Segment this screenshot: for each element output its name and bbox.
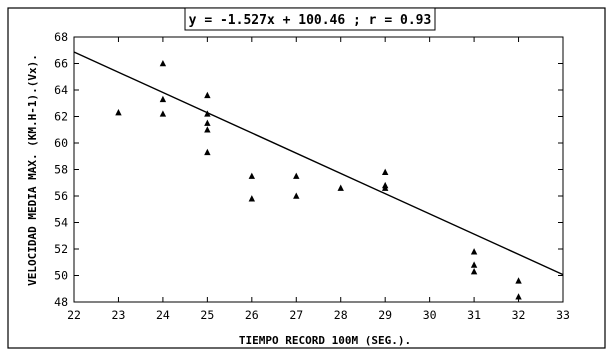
chart-title: y = -1.527x + 100.46 ; r = 0.93 [189,13,432,28]
data-point-triangle [248,195,256,202]
x-tick-label: 30 [423,308,437,322]
data-point-triangle [204,126,211,133]
data-point-triangle [337,184,344,191]
y-tick-label: 68 [54,30,68,44]
data-points [115,60,522,300]
data-point-triangle [204,119,211,126]
x-tick-label: 25 [200,308,214,322]
data-point-triangle [381,184,389,191]
x-tick-label: 22 [67,308,81,322]
data-point-triangle [470,248,478,255]
y-tick-label: 54 [54,216,68,230]
regression-line [73,51,564,276]
x-tick-label: 26 [245,308,259,322]
x-axis-label: TIEMPO RECORD 100M (SEG.). [239,334,411,347]
x-axis-ticks: 22 23 24 25 26 27 28 29 30 31 32 33 [67,37,570,322]
y-tick-label: 50 [54,269,68,283]
title-box [184,7,436,31]
data-point-triangle [204,91,211,99]
y-tick-label: 64 [54,83,68,97]
data-point-triangle [470,261,478,268]
y-axis-ticks: 48 50 52 54 56 58 60 62 64 66 68 [54,30,563,309]
x-tick-label: 31 [467,308,481,322]
x-tick-label: 27 [289,308,303,322]
data-point-triangle [293,172,300,179]
y-tick-label: 66 [54,57,68,71]
data-point-triangle [159,110,167,117]
outer-border [7,7,606,349]
x-tick-label: 29 [378,308,392,322]
y-tick-label: 58 [54,163,68,177]
x-tick-label: 24 [156,308,170,322]
x-tick-label: 28 [334,308,348,322]
data-point-triangle [159,95,167,103]
regression-line-group [73,51,564,276]
x-tick-label: 23 [112,308,126,322]
data-point-triangle [248,172,256,179]
data-point-triangle [515,293,522,300]
data-point-triangle [515,277,522,284]
data-point-triangle [293,192,300,199]
data-point-triangle [381,168,389,175]
x-tick-label: 33 [556,308,570,322]
data-point-triangle [204,148,211,156]
data-point-triangle [115,109,122,116]
y-tick-label: 56 [54,189,68,203]
data-point-triangle [470,268,478,275]
y-tick-label: 52 [54,242,68,256]
plot-area [73,36,564,303]
y-tick-label: 60 [54,136,68,150]
data-point-triangle [204,110,211,117]
data-point-triangle [159,60,167,67]
x-tick-label: 32 [512,308,526,322]
y-tick-label: 48 [54,295,68,309]
y-tick-label: 62 [54,110,68,124]
y-axis-label: VELOCIDAD MEDIA MAX. (KM.H-1).(Vx). [26,54,39,286]
